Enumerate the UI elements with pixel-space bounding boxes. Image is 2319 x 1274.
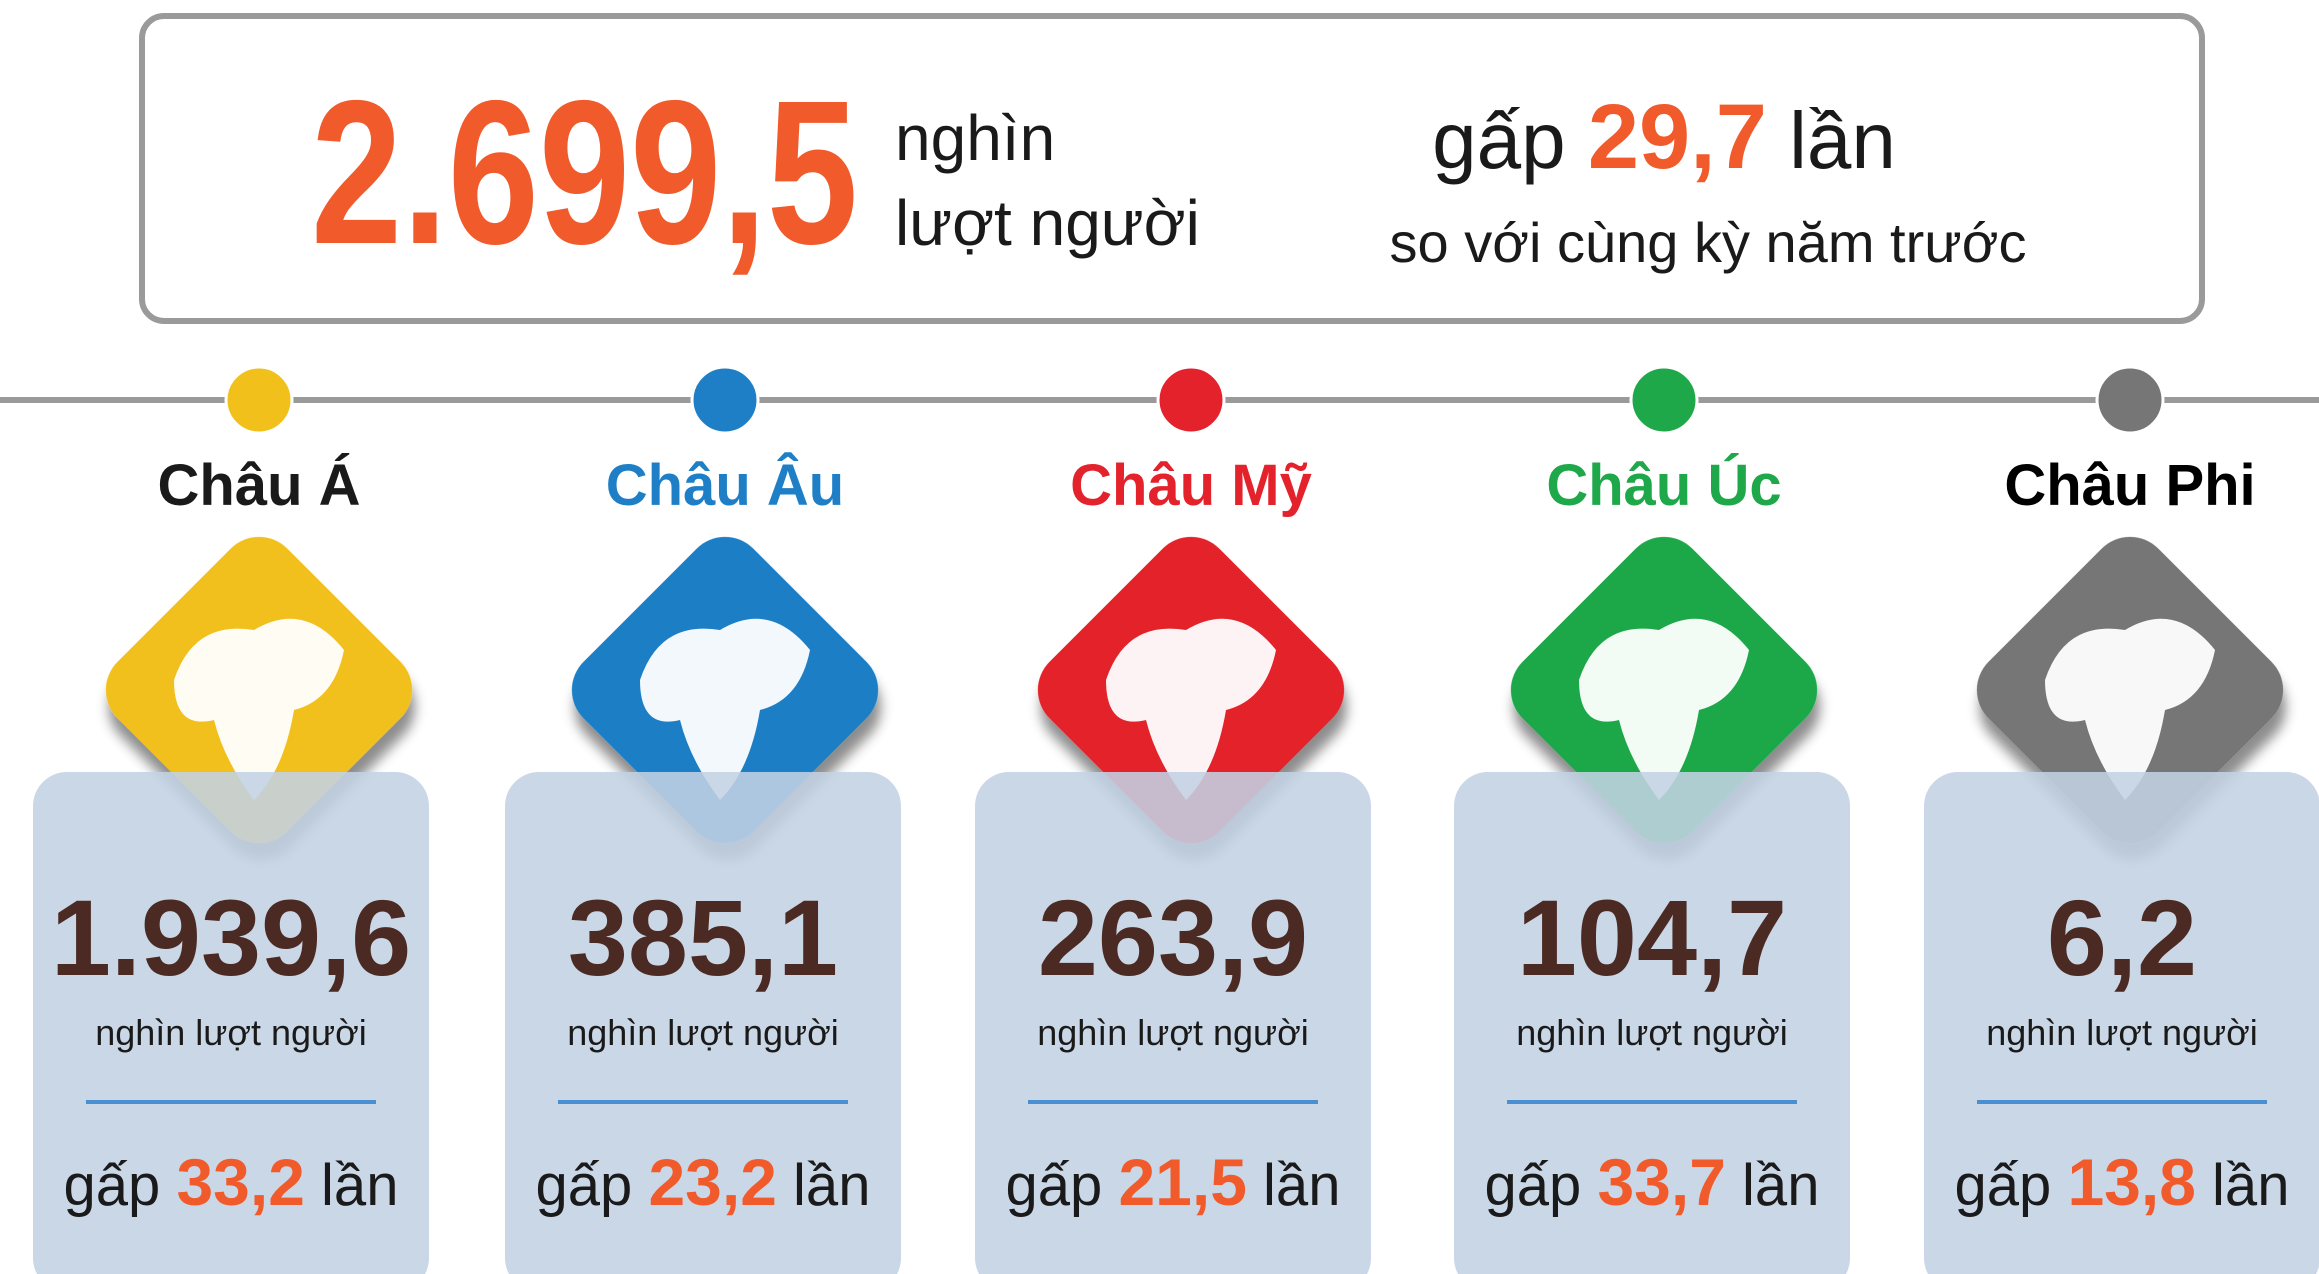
ratio-prefix: gấp [1006,1153,1103,1218]
map-silhouette [1106,618,1276,800]
total-ratio: gấp 29,7 lần [1432,86,1896,188]
timeline-dot [224,365,294,435]
ratio-value: 33,7 [1597,1145,1725,1219]
ratio-suffix: lần [321,1153,398,1218]
ratio-value: 21,5 [1118,1145,1246,1219]
continent-name: Châu Âu [606,453,844,518]
ratio-prefix: gấp [536,1153,633,1218]
continent-name: Châu Úc [1546,453,1781,518]
summary-box [139,13,2205,324]
continent-unit: nghìn lượt người [95,1012,367,1053]
continent-value: 104,7 [1517,877,1787,998]
ratio-suffix: lần [1263,1153,1340,1218]
ratio-value: 29,7 [1588,86,1767,188]
ratio-prefix: gấp [64,1153,161,1218]
card [975,772,1371,1274]
ratio-prefix: gấp [1432,96,1565,185]
card [1924,772,2319,1274]
map-silhouette [1579,618,1749,800]
timeline-dot [1156,365,1226,435]
timeline-dot [1629,365,1699,435]
total-unit: lượt người [895,187,1200,259]
continent-ratio: gấp 21,5 lần [1006,1145,1341,1219]
total-note: so với cùng kỳ năm trước [1390,211,2027,274]
ratio-value: 23,2 [648,1145,776,1219]
ratio-suffix: lần [1742,1153,1819,1218]
ratio-suffix: lần [793,1153,870,1218]
continent-value: 6,2 [2047,877,2197,998]
continent-unit: nghìn lượt người [1986,1012,2258,1053]
ratio-prefix: gấp [1955,1153,2052,1218]
ratio-value: 33,2 [176,1145,304,1219]
timeline-dot [690,365,760,435]
total-unit: nghìn [895,102,1055,174]
continent-name: Châu Phi [2004,453,2255,518]
continent-name: Châu Mỹ [1070,453,1312,518]
continent-unit: nghìn lượt người [567,1012,839,1053]
continent-ratio: gấp 13,8 lần [1955,1145,2290,1219]
continent-value: 1.939,6 [51,877,411,998]
map-silhouette [640,618,810,800]
card [33,772,429,1274]
timeline-dot [2095,365,2165,435]
card [1454,772,1850,1274]
map-silhouette [174,618,344,800]
total-value: 2.699,5 [311,58,858,287]
ratio-suffix: lần [2212,1153,2289,1218]
continent-ratio: gấp 23,2 lần [536,1145,871,1219]
ratio-suffix: lần [1789,96,1896,185]
continent-value: 385,1 [568,877,838,998]
continent-unit: nghìn lượt người [1037,1012,1309,1053]
continent-name: Châu Á [158,453,361,518]
continents: Châu Á 1.939,6 nghìn lượt người gấp 33,2 lầ… [33,365,2319,1274]
map-silhouette [2045,618,2215,800]
ratio-value: 13,8 [2067,1145,2195,1219]
continent-ratio: gấp 33,2 lần [64,1145,399,1219]
ratio-prefix: gấp [1485,1153,1582,1218]
continent-ratio: gấp 33,7 lần [1485,1145,1820,1219]
continent-value: 263,9 [1038,877,1308,998]
continent-unit: nghìn lượt người [1516,1012,1788,1053]
card [505,772,901,1274]
